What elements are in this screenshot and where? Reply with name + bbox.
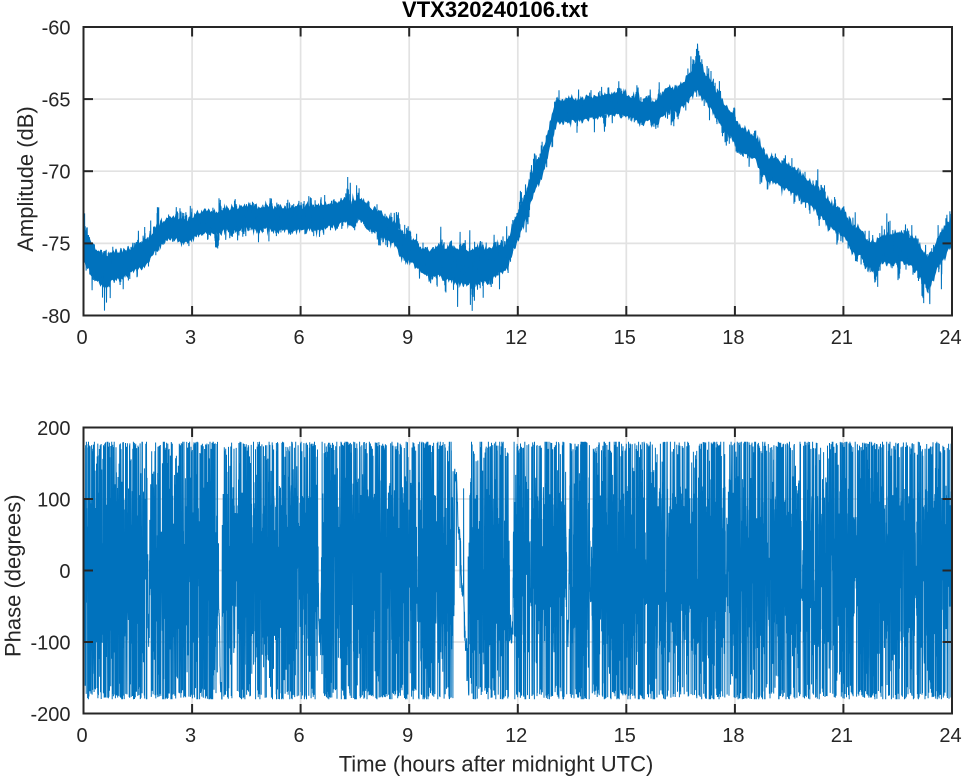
svg-text:-100: -100	[30, 632, 70, 654]
svg-text:-80: -80	[42, 306, 71, 328]
svg-text:VTX320240106.txt: VTX320240106.txt	[402, 0, 589, 22]
svg-text:18: 18	[722, 327, 744, 349]
svg-text:24: 24	[939, 327, 961, 349]
svg-text:0: 0	[76, 327, 87, 349]
svg-text:3: 3	[185, 725, 196, 747]
svg-text:21: 21	[831, 725, 853, 747]
svg-text:12: 12	[505, 327, 527, 349]
svg-text:18: 18	[722, 725, 744, 747]
svg-text:200: 200	[37, 418, 70, 440]
svg-text:-75: -75	[42, 234, 71, 256]
svg-text:0: 0	[76, 725, 87, 747]
svg-text:6: 6	[294, 327, 305, 349]
svg-text:12: 12	[505, 725, 527, 747]
svg-text:9: 9	[402, 725, 413, 747]
svg-text:Amplitude (dB): Amplitude (dB)	[13, 106, 38, 252]
svg-text:15: 15	[614, 725, 636, 747]
svg-text:3: 3	[185, 327, 196, 349]
svg-text:9: 9	[402, 327, 413, 349]
svg-text:-60: -60	[42, 17, 71, 39]
svg-text:-200: -200	[30, 704, 70, 726]
svg-text:Phase (degrees): Phase (degrees)	[1, 494, 26, 657]
svg-text:-65: -65	[42, 89, 71, 111]
svg-text:6: 6	[294, 725, 305, 747]
svg-text:15: 15	[614, 327, 636, 349]
svg-text:21: 21	[831, 327, 853, 349]
svg-text:24: 24	[939, 725, 961, 747]
svg-text:0: 0	[59, 561, 70, 583]
svg-text:100: 100	[37, 489, 70, 511]
svg-text:Time (hours after midnight UTC: Time (hours after midnight UTC)	[339, 752, 654, 777]
svg-text:-70: -70	[42, 162, 71, 184]
